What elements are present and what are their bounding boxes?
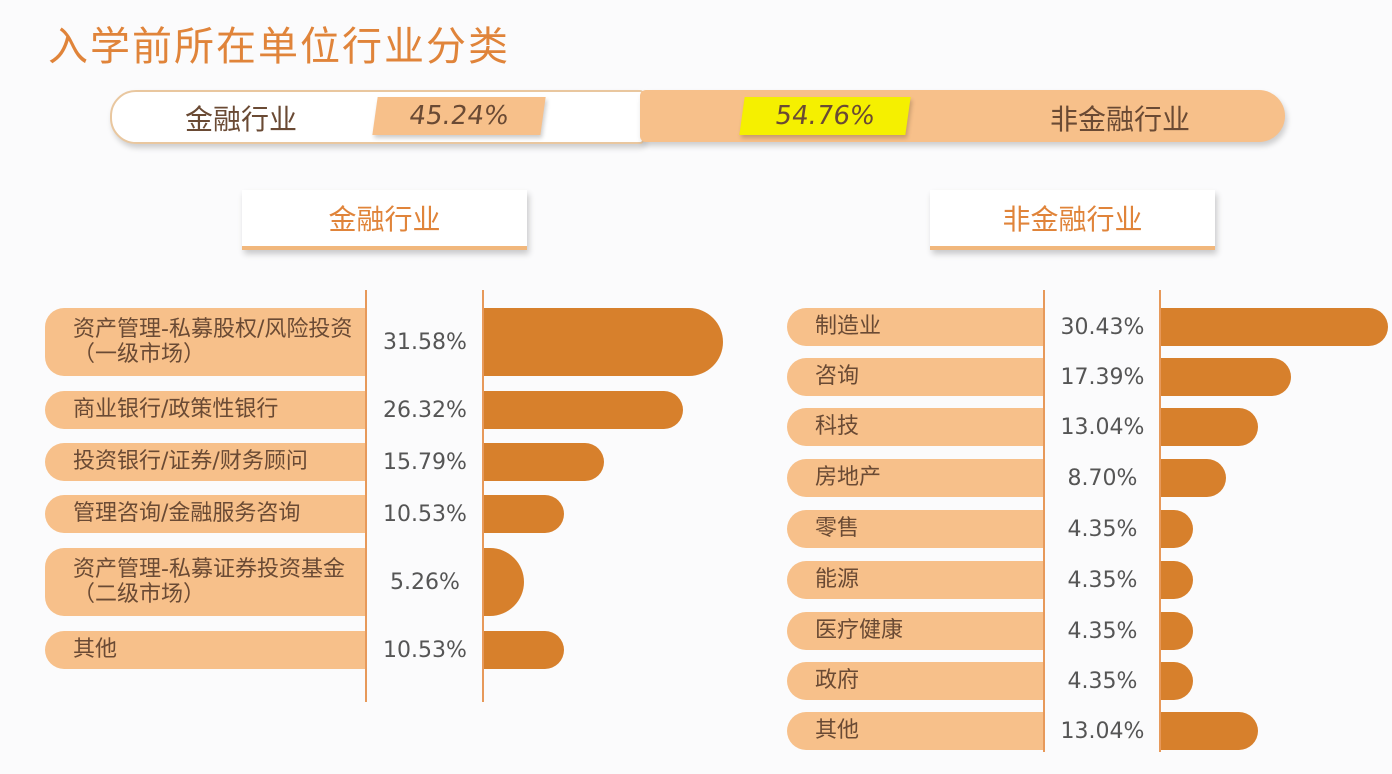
nonfinancial-category-label: 能源 xyxy=(787,561,1044,599)
nonfinancial-value-label: 13.04% xyxy=(1060,414,1145,440)
summary-nonfinancial-value: 54.76% xyxy=(739,97,911,135)
financial-value-label: 15.79% xyxy=(383,449,467,475)
page-title: 入学前所在单位行业分类 xyxy=(48,24,510,70)
nonfinancial-divider-left xyxy=(1043,290,1045,752)
financial-bar xyxy=(484,495,564,533)
nonfinancial-bar xyxy=(1161,561,1194,599)
financial-divider-right xyxy=(482,290,484,702)
nonfinancial-category-label: 咨询 xyxy=(787,358,1044,396)
financial-category-label: 其他 xyxy=(45,631,366,669)
financial-category-label: 资产管理-私募证券投资基金（二级市场） xyxy=(45,548,366,616)
summary-nonfinancial-label: 非金融行业 xyxy=(1050,103,1191,136)
financial-value-label: 5.26% xyxy=(390,569,460,595)
nonfinancial-divider-right xyxy=(1159,290,1161,752)
financial-bar xyxy=(484,631,564,669)
summary-financial-label: 金融行业 xyxy=(185,103,298,136)
financial-value-label: 26.32% xyxy=(383,397,467,423)
financial-chart-title: 金融行业 xyxy=(242,190,527,250)
nonfinancial-category-label: 医疗健康 xyxy=(787,612,1044,650)
nonfinancial-bar xyxy=(1161,662,1194,700)
nonfinancial-bar xyxy=(1161,408,1259,446)
nonfinancial-value-label: 8.70% xyxy=(1067,465,1138,491)
financial-bar xyxy=(484,443,604,481)
financial-value-label: 31.58% xyxy=(383,329,467,355)
nonfinancial-value-label: 13.04% xyxy=(1060,718,1145,744)
financial-value-label: 10.53% xyxy=(383,637,467,663)
nonfinancial-bar xyxy=(1161,510,1194,548)
summary-financial-value: 45.24% xyxy=(372,97,546,135)
financial-value-label: 10.53% xyxy=(383,501,467,527)
nonfinancial-bar xyxy=(1161,459,1226,497)
financial-bar xyxy=(484,548,524,616)
nonfinancial-value-label: 4.35% xyxy=(1067,567,1138,593)
nonfinancial-bar xyxy=(1161,612,1194,650)
nonfinancial-value-label: 4.35% xyxy=(1067,668,1138,694)
nonfinancial-category-label: 政府 xyxy=(787,662,1044,700)
nonfinancial-category-label: 零售 xyxy=(787,510,1044,548)
nonfinancial-category-label: 其他 xyxy=(787,712,1044,750)
financial-category-label: 管理咨询/金融服务咨询 xyxy=(45,495,366,533)
nonfinancial-category-label: 科技 xyxy=(787,408,1044,446)
financial-category-label: 商业银行/政策性银行 xyxy=(45,391,366,429)
financial-bar xyxy=(484,308,724,376)
nonfinancial-bar xyxy=(1161,308,1388,346)
financial-divider-left xyxy=(365,290,367,702)
nonfinancial-chart-title: 非金融行业 xyxy=(930,190,1215,250)
financial-category-label: 资产管理-私募股权/风险投资（一级市场） xyxy=(45,308,366,376)
nonfinancial-value-label: 30.43% xyxy=(1060,314,1145,340)
financial-bar xyxy=(484,391,684,429)
nonfinancial-bar xyxy=(1161,712,1259,750)
nonfinancial-value-label: 4.35% xyxy=(1067,516,1138,542)
nonfinancial-bar xyxy=(1161,358,1291,396)
financial-category-label: 投资银行/证券/财务顾问 xyxy=(45,443,366,481)
nonfinancial-category-label: 制造业 xyxy=(787,308,1044,346)
nonfinancial-value-label: 17.39% xyxy=(1060,364,1145,390)
nonfinancial-value-label: 4.35% xyxy=(1067,618,1138,644)
nonfinancial-category-label: 房地产 xyxy=(787,459,1044,497)
